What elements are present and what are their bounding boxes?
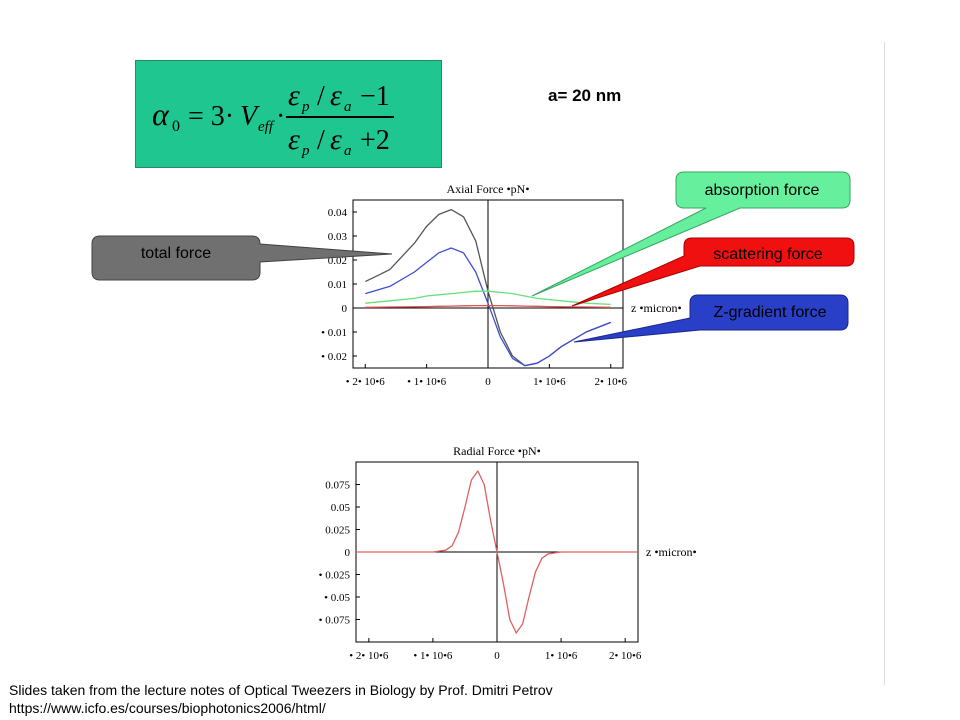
x-tick-label-1-4: 2• 10•6 [609,650,642,662]
formula-v-sub: eff [258,119,275,135]
series-line-0-2 [365,290,611,306]
callout-absorption-shape [531,171,851,297]
x-tick-label-0-4: 2• 10•6 [595,376,628,388]
x-axis-label-1: z •micron• [646,545,697,559]
formula-num-eps-p: ε [288,79,300,112]
y-tick-label-0-5: • 0.01 [321,327,347,339]
chart-title-0: Axial Force •pN• [446,182,529,196]
callout-zgradient-shape [573,294,849,343]
x-tick-label-1-1: • 1• 10•6 [413,650,453,662]
axial-force-chart: Axial Force •pN•z •micron•0.040.030.020.… [321,182,682,388]
formula-num-a: a [344,99,352,115]
formula-dot: · [276,101,285,132]
y-tick-label-0-0: 0.04 [328,207,348,219]
footer-line-1: Slides taken from the lecture notes of O… [9,682,553,698]
x-tick-label-1-3: 1• 10•6 [545,650,578,662]
y-tick-label-0-1: 0.03 [328,231,348,243]
y-tick-label-1-4: • 0.025 [319,570,351,582]
callout-total-force: total force [91,235,393,281]
formula-den-p: p [301,143,310,159]
callout-scattering-force: scattering force [571,237,855,307]
formula-den-slash: / [317,125,325,156]
x-tick-label-1-2: 0 [494,650,500,662]
x-tick-label-0-2: 0 [485,376,491,388]
y-tick-label-1-0: 0.075 [325,480,350,492]
formula-den-eps-a: ε [330,123,342,156]
formula-v: V [240,101,260,132]
formula-equals: = 3· [188,101,234,132]
x-tick-label-1-0: • 2• 10•6 [349,650,389,662]
slide-border [884,42,885,685]
formula-alpha-sub: 0 [172,118,180,135]
formula-den-eps-p: ε [288,123,300,156]
polarizability-formula: α 0 = 3· V eff · ε p / ε a −1 ε p / ε a [152,79,394,159]
y-tick-label-1-1: 0.05 [331,502,351,514]
callout-total-shape [91,235,393,281]
series-line-1-0 [356,470,638,634]
y-tick-label-1-3: 0 [345,547,351,559]
particle-radius-label: a= 20 nm [548,86,622,105]
callout-absorption-force: absorption force [531,171,851,297]
formula-num-eps-a: ε [330,79,342,112]
series-line-0-1 [365,247,611,367]
formula-box: α 0 = 3· V eff · ε p / ε a −1 ε p / ε a [135,60,442,168]
radial-force-chart: Radial Force •pN• z •micron• 0.075 0.05 0.02… [319,444,697,662]
callout-absorption-text: absorption force [705,182,820,199]
y-tick-label-1-5: • 0.05 [324,592,350,604]
formula-den-tail: +2 [360,125,390,156]
chart-title-1: Radial Force •pN• [453,444,541,458]
y-tick-label-1-6: • 0.075 [319,615,351,627]
formula-num-tail: −1 [360,81,390,112]
callout-scattering-shape [571,237,855,307]
callout-scattering-text: scattering force [713,246,822,263]
formula-num-p: p [301,99,310,115]
formula-num-slash: / [317,81,325,112]
y-tick-label-0-3: 0.01 [328,279,347,291]
y-tick-label-0-6: • 0.02 [321,351,347,363]
footer-line-2: https://www.icfo.es/courses/biophotonics… [9,700,326,716]
x-tick-label-0-1: • 1• 10•6 [407,376,447,388]
callout-zgradient-force: Z-gradient force [573,294,849,343]
x-axis-label-0: z •micron• [631,301,682,315]
footer-credit: Slides taken from the lecture notes of O… [9,681,553,717]
series-line-0-3 [365,304,611,308]
x-tick-label-0-3: 1• 10•6 [533,376,566,388]
x-tick-label-0-0: • 2• 10•6 [346,376,386,388]
callout-total-text: total force [141,245,211,262]
formula-alpha: α [152,96,170,132]
callout-zgradient-text: Z-gradient force [714,304,827,321]
y-tick-label-0-4: 0 [342,303,348,315]
formula-den-a: a [344,143,352,159]
y-tick-label-1-2: 0.025 [325,525,350,537]
